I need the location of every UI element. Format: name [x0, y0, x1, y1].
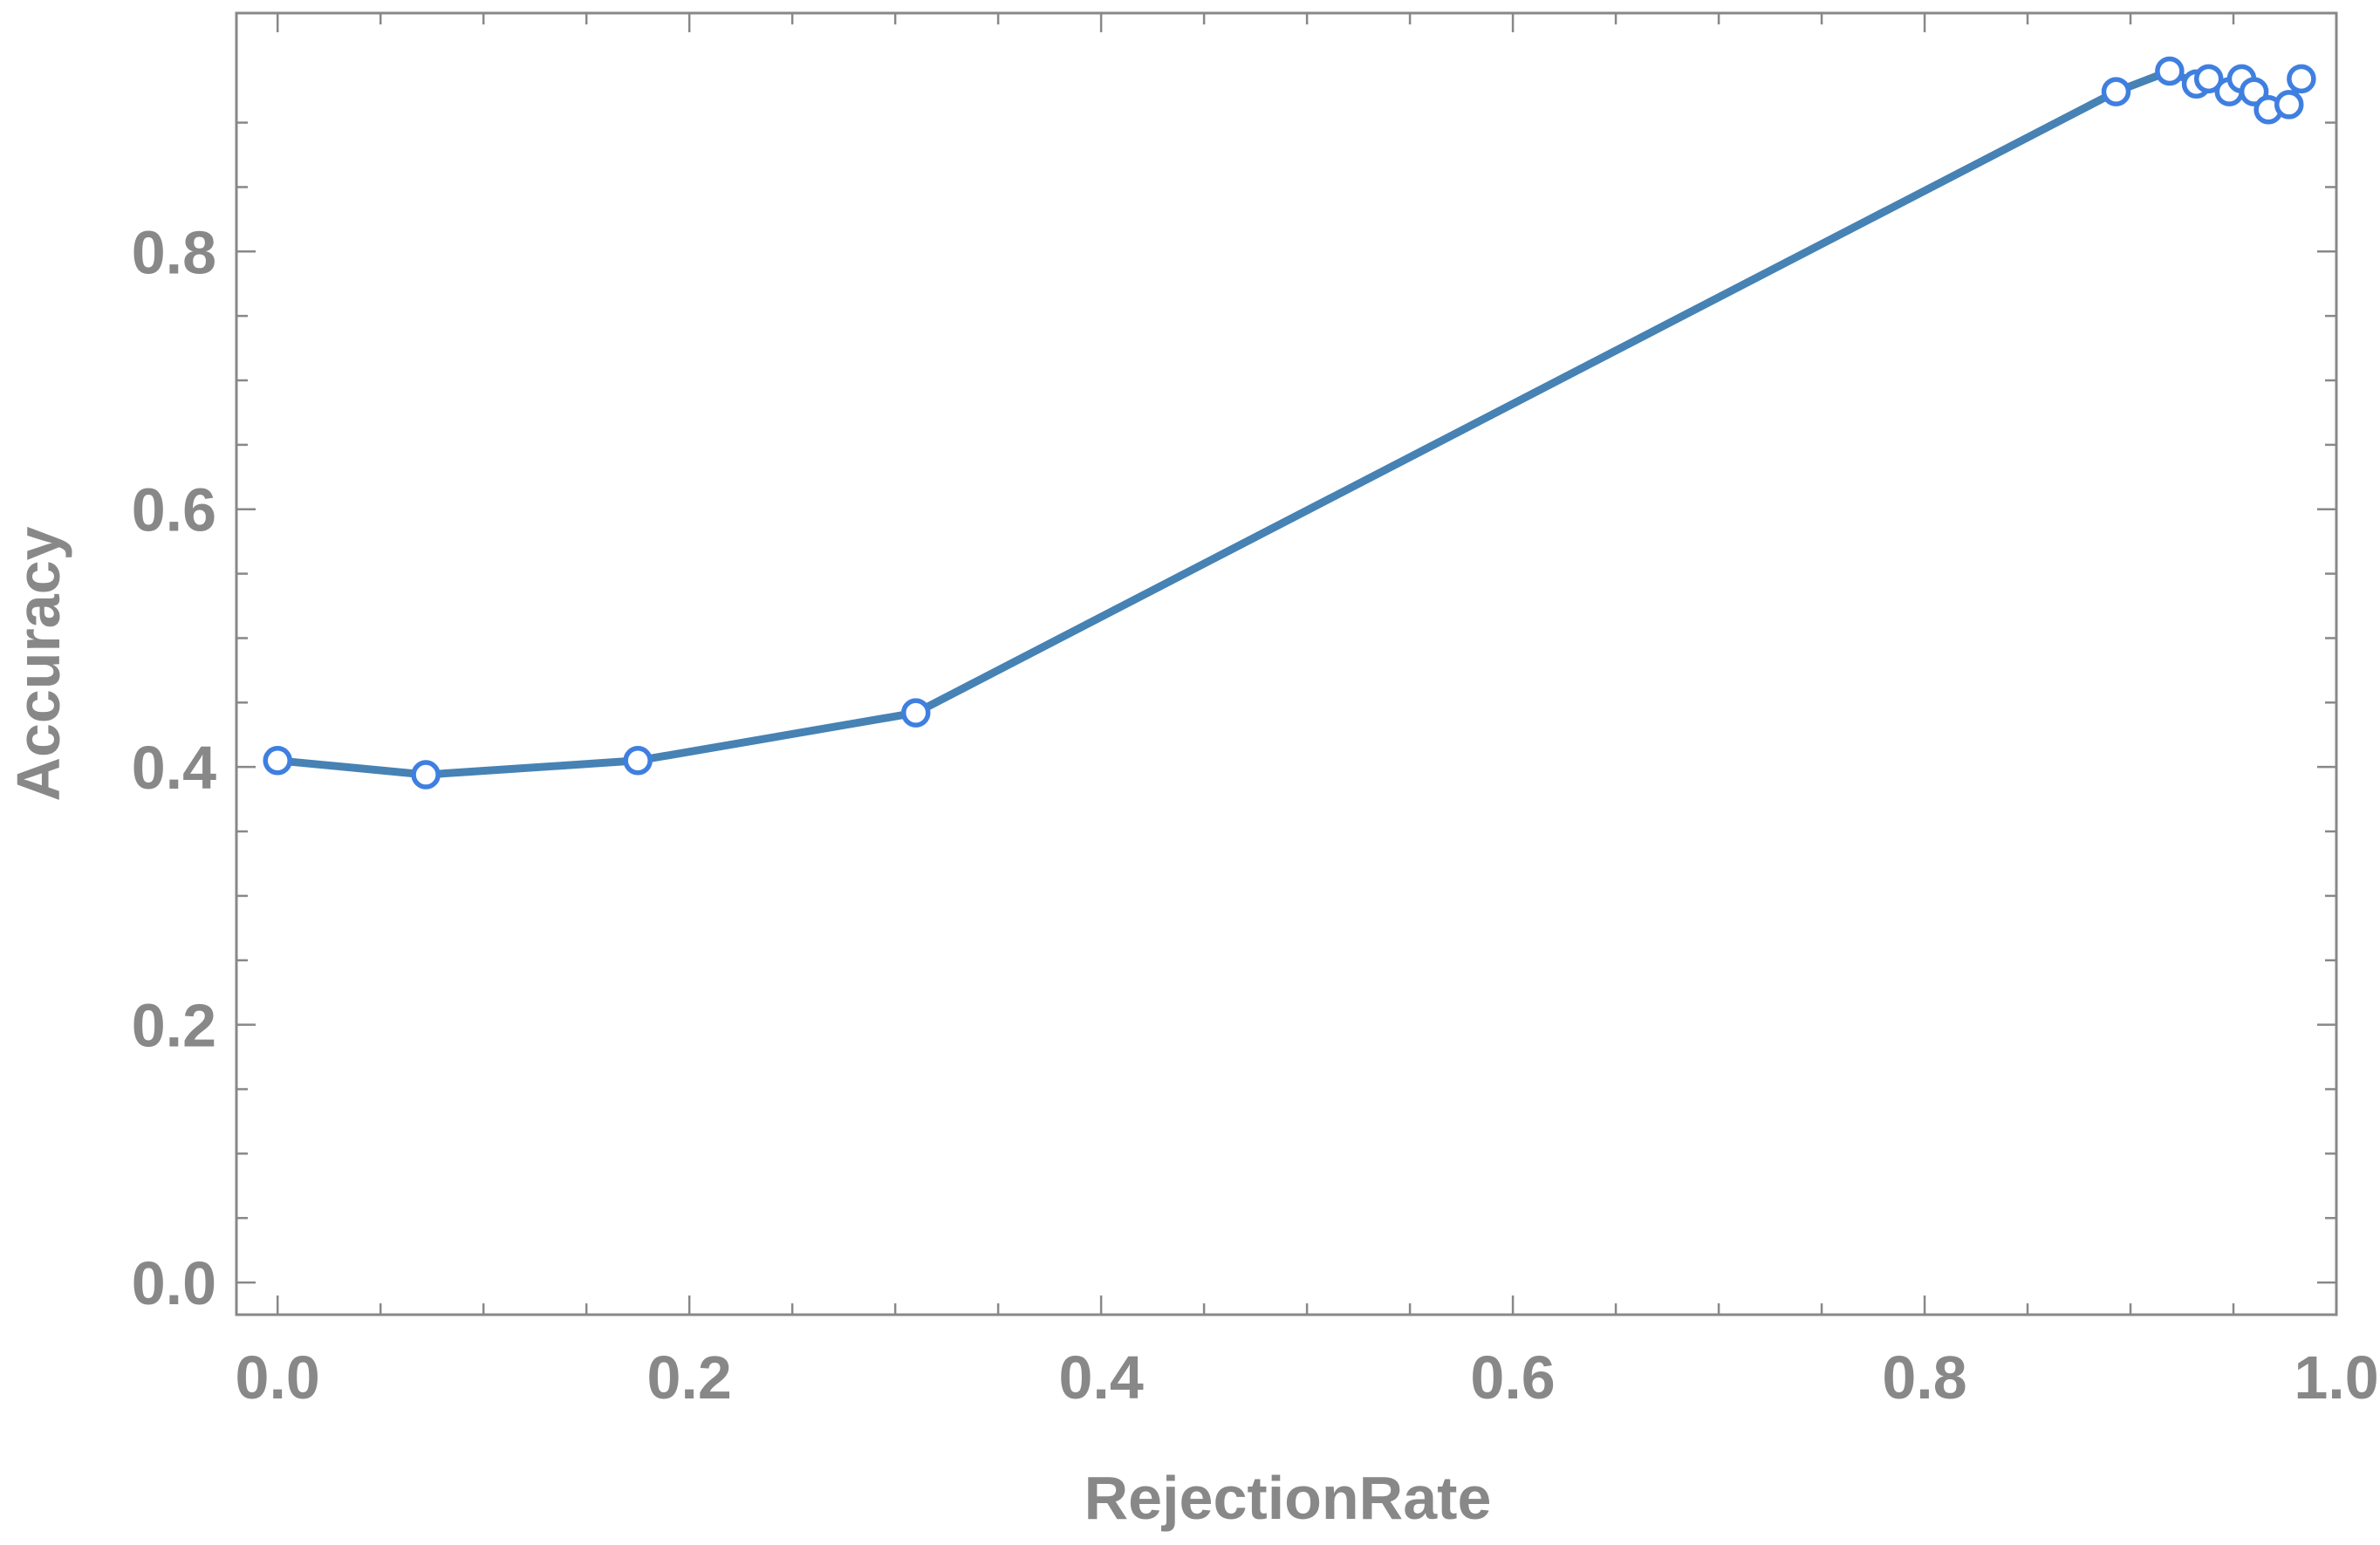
y-tick-label: 0.0 — [132, 1249, 216, 1317]
y-axis-title: Accuracy — [4, 526, 72, 801]
y-tick-label: 0.6 — [132, 476, 216, 544]
data-point — [623, 746, 653, 776]
data-points — [263, 56, 2316, 790]
x-tick-label: 0.6 — [1470, 1343, 1555, 1412]
x-axis-title: RejectionRate — [1084, 1464, 1492, 1532]
y-tick-labels: 0.0 0.2 0.4 0.6 0.8 — [132, 218, 216, 1317]
plot-frame — [235, 11, 2338, 1316]
data-point — [900, 698, 931, 728]
x-tick-label: 1.0 — [2294, 1343, 2378, 1412]
data-point — [411, 760, 441, 790]
x-tick-label: 0.4 — [1058, 1343, 1143, 1412]
ticks-layer — [236, 13, 2338, 1315]
data-point — [2287, 64, 2316, 94]
data-point — [2274, 90, 2304, 120]
y-tick-label: 0.4 — [132, 734, 216, 802]
x-tick-label: 0.0 — [236, 1343, 320, 1412]
data-point — [2193, 64, 2224, 94]
y-tick-label: 0.2 — [132, 992, 216, 1060]
x-tick-labels: 0.0 0.2 0.4 0.6 0.8 1.0 — [236, 1343, 2379, 1412]
y-tick-label: 0.8 — [132, 218, 216, 286]
data-point — [2101, 77, 2131, 106]
data-point — [263, 746, 292, 776]
data-point — [2155, 56, 2185, 86]
x-tick-label: 0.8 — [1882, 1343, 1966, 1412]
x-tick-label: 0.2 — [647, 1343, 732, 1412]
